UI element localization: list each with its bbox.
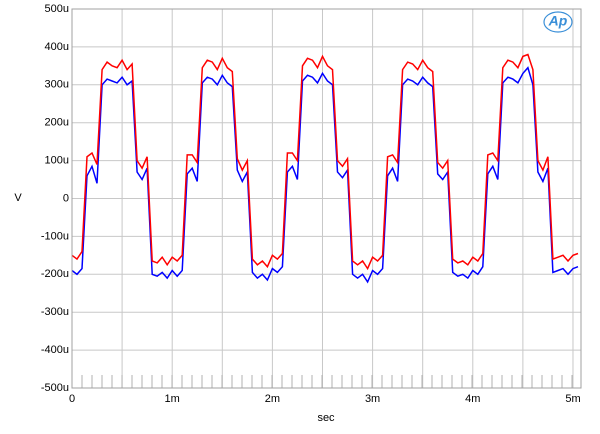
y-tick-label: 100u [45,155,69,167]
series-line [71,66,579,284]
logo-ring [543,11,573,33]
y-axis-label: V [14,192,22,204]
logo: Ap [543,11,573,33]
x-tick-label: 1m [165,393,180,405]
y-tick-label: 0 [63,192,69,204]
y-tick-label: 500u [45,3,69,15]
y-tick-label: 200u [45,117,69,129]
plot-area [71,8,582,389]
series-line [71,53,579,271]
logo-text: Ap [548,13,568,29]
y-tick-label: 400u [45,41,69,53]
y-tick-label: -200u [41,268,69,280]
x-tick-label: 4m [465,393,480,405]
x-tick-label: 2m [265,393,280,405]
x-tick-label: 3m [365,393,380,405]
x-tick-label: 5m [565,393,580,405]
y-tick-label: 300u [45,79,69,91]
y-tick-label: -100u [41,230,69,242]
x-tick-label: 0 [69,393,75,405]
y-tick-label: -500u [41,382,69,394]
y-tick-label: -400u [41,344,69,356]
x-axis-label: sec [317,412,335,424]
y-tick-label: -300u [41,306,69,318]
